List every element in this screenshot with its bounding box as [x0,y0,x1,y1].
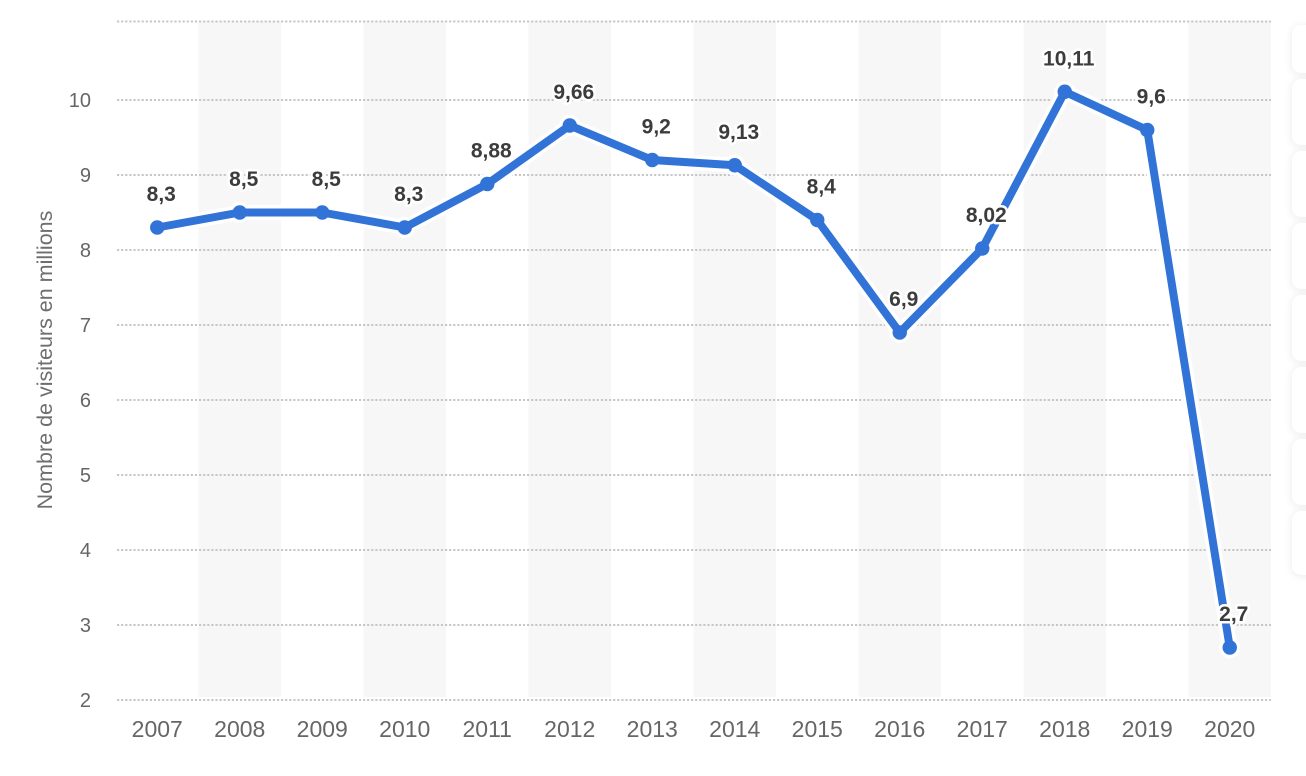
svg-text:4: 4 [80,540,91,562]
svg-text:8: 8 [80,240,91,262]
svg-text:9: 9 [80,165,91,187]
svg-text:6,9: 6,9 [889,288,918,311]
svg-text:3: 3 [80,615,91,637]
svg-text:7: 7 [80,315,91,337]
svg-text:2018: 2018 [1039,716,1090,742]
svg-text:8,3: 8,3 [147,183,176,206]
svg-text:10: 10 [69,90,91,112]
svg-text:8,5: 8,5 [312,168,342,191]
svg-text:2007: 2007 [132,716,183,742]
svg-text:2014: 2014 [709,716,760,742]
svg-text:10,11: 10,11 [1043,47,1095,70]
svg-text:2010: 2010 [379,716,430,742]
svg-text:8,3: 8,3 [394,183,423,206]
svg-text:2009: 2009 [297,716,348,742]
svg-text:9,6: 9,6 [1137,86,1166,109]
svg-text:8,5: 8,5 [229,168,259,191]
svg-text:2020: 2020 [1204,716,1255,742]
svg-text:8,02: 8,02 [966,204,1007,227]
svg-text:9,13: 9,13 [718,121,759,144]
svg-text:2016: 2016 [874,716,925,742]
svg-text:2,7: 2,7 [1219,603,1248,626]
svg-text:9,66: 9,66 [553,81,594,104]
svg-text:6: 6 [80,390,91,412]
svg-text:2017: 2017 [957,716,1008,742]
svg-text:2008: 2008 [214,716,265,742]
svg-text:2: 2 [80,690,91,712]
svg-text:2015: 2015 [792,716,843,742]
svg-text:Nombre de visiteurs en million: Nombre de visiteurs en millions [33,211,57,510]
svg-text:5: 5 [80,465,91,487]
svg-text:2012: 2012 [544,716,595,742]
svg-text:2019: 2019 [1122,716,1173,742]
svg-text:2013: 2013 [627,716,678,742]
svg-text:9,2: 9,2 [642,116,671,139]
svg-text:2011: 2011 [463,716,512,742]
svg-text:8,88: 8,88 [471,140,512,163]
svg-text:8,4: 8,4 [807,176,837,199]
